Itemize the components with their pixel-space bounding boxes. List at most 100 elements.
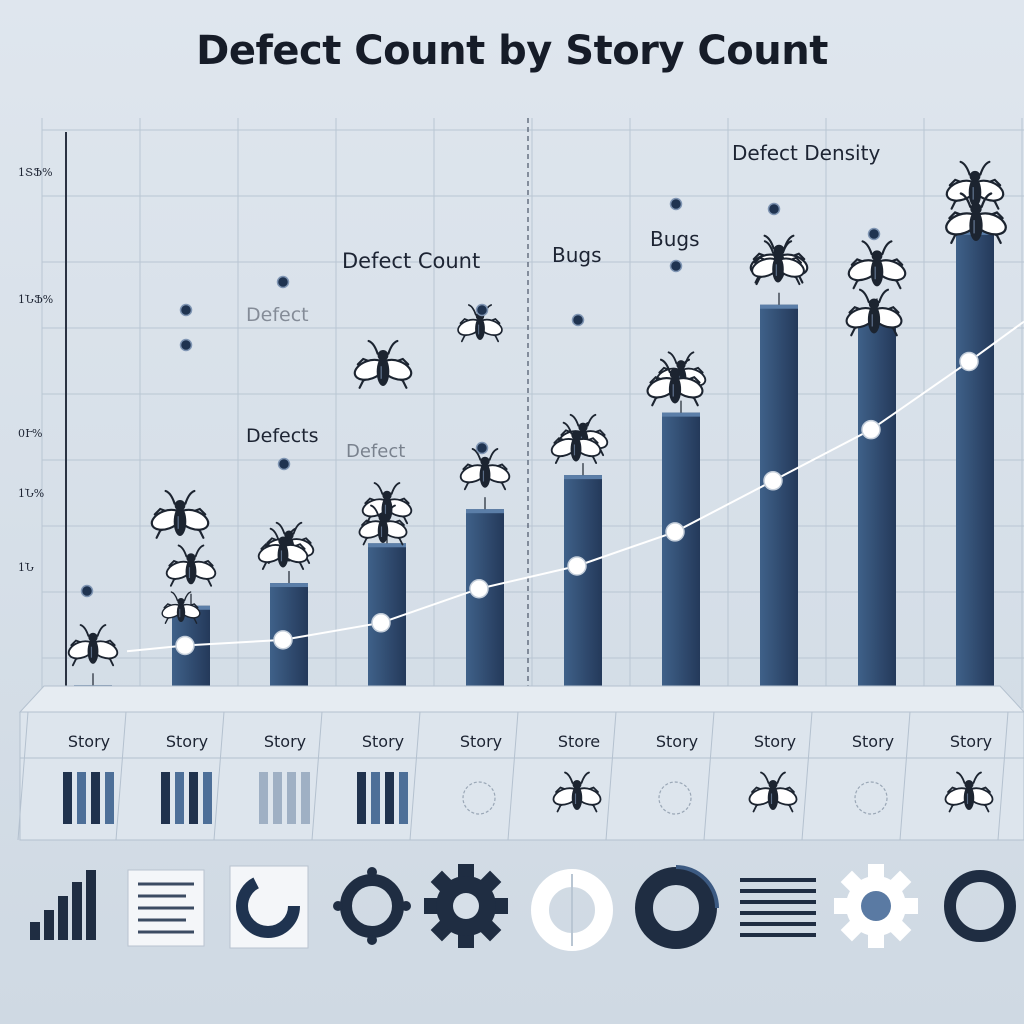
bug-icon [844,240,910,290]
bug-icon [643,358,707,407]
floating-label: Bugs [552,243,602,267]
ring-nub [367,867,377,877]
bar-top [564,475,602,480]
faded-glyph-icon [658,781,692,815]
category-divider [703,711,715,841]
floating-label-line: Defect Count [342,249,480,273]
icon-row [30,864,1016,951]
bar [760,304,798,708]
bug-icon [147,489,213,539]
category-divider [899,711,911,841]
bug-icon [65,624,121,667]
ring-nub [333,901,343,911]
mini-bar-icon [399,772,408,824]
chart-title: Defect Count by Story Count [196,28,828,74]
category-divider [213,711,225,841]
dot-marker [80,584,94,598]
y-tick-label: 1ՏՖ% [18,166,53,179]
trend-point [371,613,391,633]
donut-icon [531,869,613,951]
trend-point [273,630,293,650]
category-divider [997,711,1009,841]
floating-label: Defect Count [342,249,480,273]
category-divider [409,711,421,841]
bar-chart-icon [30,870,96,940]
bar-shape [58,896,68,940]
category-divider [507,711,519,841]
ring-shape [944,870,1016,942]
x-axis: Story Story Story Story Story Store Story Story… [17,685,1024,841]
trend-point [175,635,195,656]
bar [858,310,896,708]
bar-top [270,583,308,588]
dot-marker [571,313,585,327]
dot-marker [179,338,193,352]
ring-icon [333,867,411,945]
gear-outline-icon [834,864,918,948]
x-tick-label: Story [460,732,502,751]
category-divider [801,711,813,841]
dot-marker [767,202,781,216]
bar-top [760,304,798,309]
trend-point [469,578,489,599]
dot-marker [669,259,683,273]
x-axis-platform [18,685,1024,713]
donut-highlight [675,865,719,909]
trend-point [861,419,881,440]
x-tick-label: Story [362,732,404,751]
x-tick-label: Store [558,732,600,751]
dot-marker [276,275,290,289]
mini-bar-icon [371,772,380,824]
bars [74,230,994,708]
y-tick-label: 1ՆՖ% [18,293,53,306]
floating-label: Defects [246,425,319,447]
mini-bar-icon [357,772,366,824]
mini-bar-icon [287,772,296,824]
faded-glyph-icon [462,781,496,815]
bug-icon [350,339,416,389]
mini-bar-icon [175,772,184,824]
mini-bar-icon [77,772,86,824]
ring-nub [367,935,377,945]
gear-icon [424,864,508,948]
category-divider [17,711,29,841]
faded-glyph-icon [854,781,888,815]
bar [466,509,504,708]
mini-bar-icon [273,772,282,824]
ring-shape [340,874,404,938]
dot-marker [179,303,193,317]
trend-line [126,320,1024,656]
donut-shape [635,867,717,949]
y-tick-label: 1Ն [18,561,34,574]
dark-donut-icon [635,865,719,949]
x-tick-label: Story [754,732,796,751]
dot-marker [669,197,683,211]
bug-icon [548,421,604,464]
x-tick-label: Story [264,732,306,751]
bar-top [662,412,700,417]
document-icon [127,869,205,947]
mini-bar-icon [203,772,212,824]
y-tick-label: 1Ն% [18,487,44,500]
trend-point [665,522,685,542]
trend-point [959,351,979,372]
dot-marker [867,227,881,241]
label-band [19,711,1024,841]
circle-icon [944,870,1016,942]
bar-top [466,509,504,514]
bar-shape [44,910,54,940]
floating-label: Defect Density [732,141,880,165]
floating-labels: Defect Defect Count Defects Defect Bugs … [246,141,880,462]
trend-point [567,556,587,576]
dot-marker [475,303,489,317]
gear-hole [453,893,479,919]
mini-bar-icon [189,772,198,824]
trend-point [763,471,783,491]
bug-markers [65,160,1010,686]
bug-icon [942,160,1008,210]
dot-marker [277,457,291,471]
x-tick-label: Story [656,732,698,751]
floating-label: Defect [246,304,309,326]
x-tick-label: Story [166,732,208,751]
